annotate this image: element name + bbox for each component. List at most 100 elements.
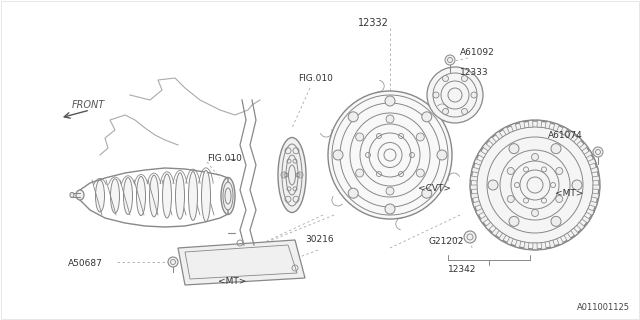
Circle shape xyxy=(168,257,178,267)
Ellipse shape xyxy=(70,193,74,197)
Circle shape xyxy=(437,150,447,160)
Polygon shape xyxy=(502,127,509,135)
Circle shape xyxy=(556,167,563,174)
Circle shape xyxy=(556,196,563,203)
Circle shape xyxy=(509,216,519,226)
Polygon shape xyxy=(577,222,585,230)
Ellipse shape xyxy=(278,138,306,212)
Circle shape xyxy=(471,92,477,98)
Polygon shape xyxy=(470,176,477,181)
Circle shape xyxy=(348,188,358,198)
Text: 12342: 12342 xyxy=(448,266,476,275)
Polygon shape xyxy=(593,185,600,189)
Ellipse shape xyxy=(163,174,172,218)
Text: FIG.010: FIG.010 xyxy=(298,74,333,83)
Polygon shape xyxy=(589,201,598,207)
Polygon shape xyxy=(470,193,478,198)
Polygon shape xyxy=(488,137,496,145)
Polygon shape xyxy=(483,143,491,151)
Circle shape xyxy=(509,144,519,154)
Polygon shape xyxy=(553,123,559,131)
Circle shape xyxy=(508,196,515,203)
Text: <CVT>: <CVT> xyxy=(418,183,451,193)
Circle shape xyxy=(385,96,395,106)
Circle shape xyxy=(488,180,498,190)
Ellipse shape xyxy=(221,178,235,214)
Polygon shape xyxy=(574,137,582,145)
Ellipse shape xyxy=(76,190,84,200)
Circle shape xyxy=(422,112,432,122)
Text: FIG.010: FIG.010 xyxy=(207,154,242,163)
Polygon shape xyxy=(568,131,575,139)
Polygon shape xyxy=(571,228,579,236)
Circle shape xyxy=(422,188,432,198)
Ellipse shape xyxy=(175,173,184,219)
Circle shape xyxy=(461,76,467,82)
Polygon shape xyxy=(591,167,598,173)
Polygon shape xyxy=(506,237,513,245)
Text: 12333: 12333 xyxy=(460,68,488,76)
Circle shape xyxy=(433,92,439,98)
Ellipse shape xyxy=(95,180,104,212)
Text: 12332: 12332 xyxy=(358,18,389,28)
Circle shape xyxy=(348,112,358,122)
Text: <MT>: <MT> xyxy=(218,277,246,286)
Polygon shape xyxy=(485,222,493,230)
Ellipse shape xyxy=(136,176,145,216)
Text: G21202: G21202 xyxy=(428,237,463,246)
Ellipse shape xyxy=(328,91,452,219)
Circle shape xyxy=(593,147,603,157)
Circle shape xyxy=(427,67,483,123)
Polygon shape xyxy=(582,216,590,223)
Circle shape xyxy=(572,180,582,190)
Polygon shape xyxy=(579,143,588,151)
Polygon shape xyxy=(557,237,563,245)
Polygon shape xyxy=(499,233,506,241)
Polygon shape xyxy=(588,159,596,165)
Text: <MT>: <MT> xyxy=(555,188,584,197)
Circle shape xyxy=(356,133,364,141)
Circle shape xyxy=(386,115,394,123)
Polygon shape xyxy=(515,240,521,248)
Text: A50687: A50687 xyxy=(68,259,103,268)
Polygon shape xyxy=(519,121,525,129)
Polygon shape xyxy=(178,240,305,285)
Polygon shape xyxy=(492,228,499,236)
Polygon shape xyxy=(524,242,529,250)
Polygon shape xyxy=(564,233,572,241)
Polygon shape xyxy=(545,121,551,129)
Circle shape xyxy=(386,187,394,195)
Polygon shape xyxy=(584,150,593,158)
Polygon shape xyxy=(511,123,517,131)
Polygon shape xyxy=(586,209,595,215)
Circle shape xyxy=(531,210,538,217)
Polygon shape xyxy=(472,167,479,173)
Circle shape xyxy=(333,150,343,160)
Text: A61074: A61074 xyxy=(548,131,583,140)
Ellipse shape xyxy=(202,170,211,221)
Polygon shape xyxy=(495,131,502,139)
Circle shape xyxy=(356,169,364,177)
Circle shape xyxy=(551,144,561,154)
Polygon shape xyxy=(561,127,568,135)
Circle shape xyxy=(442,76,449,82)
Circle shape xyxy=(531,154,538,161)
Polygon shape xyxy=(537,120,542,127)
Circle shape xyxy=(551,216,561,226)
Polygon shape xyxy=(593,176,600,181)
Circle shape xyxy=(461,108,467,115)
Polygon shape xyxy=(532,243,537,250)
Polygon shape xyxy=(474,159,482,165)
Polygon shape xyxy=(470,185,477,189)
Circle shape xyxy=(508,167,515,174)
Ellipse shape xyxy=(189,172,198,220)
Text: A61092: A61092 xyxy=(460,47,495,57)
Ellipse shape xyxy=(150,175,159,217)
Text: A011001125: A011001125 xyxy=(577,303,630,312)
Polygon shape xyxy=(477,150,486,158)
Ellipse shape xyxy=(111,179,120,213)
Polygon shape xyxy=(476,209,484,215)
Polygon shape xyxy=(541,242,547,250)
Text: 30216: 30216 xyxy=(305,236,333,244)
Circle shape xyxy=(445,55,455,65)
